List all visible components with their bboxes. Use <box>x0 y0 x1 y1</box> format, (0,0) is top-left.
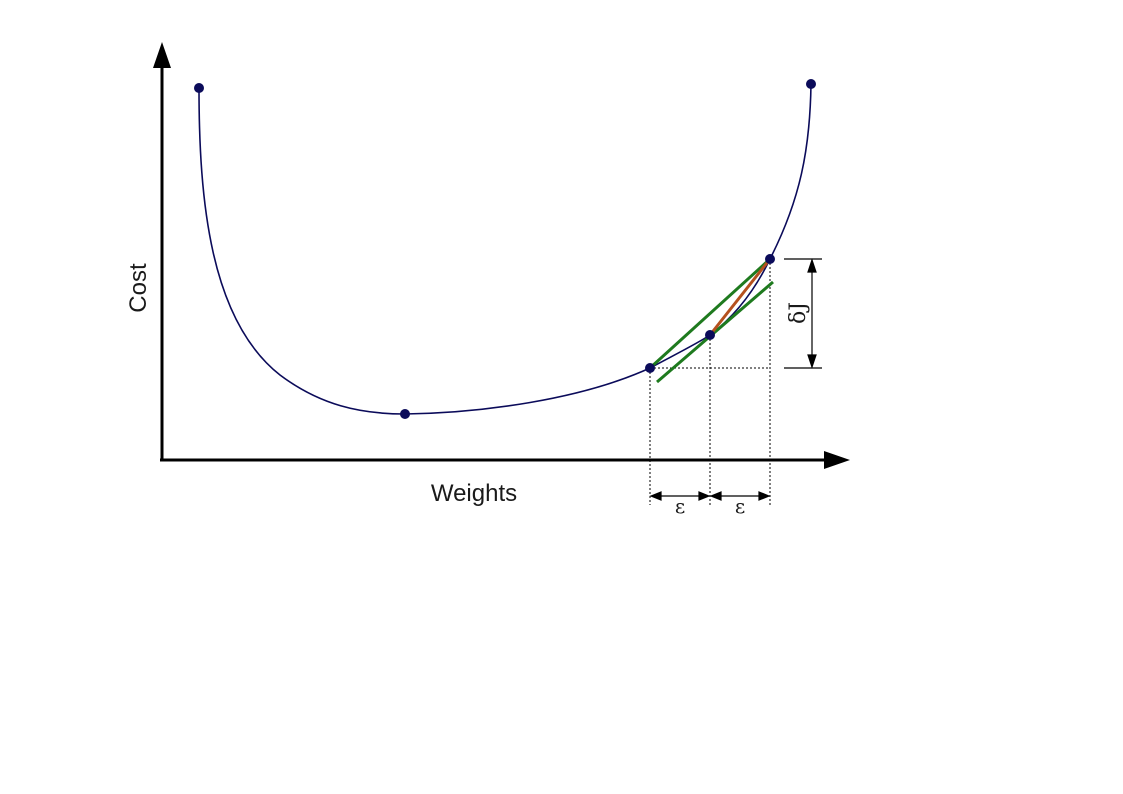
point-right-top <box>806 79 816 89</box>
delta-j-label: δJ <box>786 302 811 324</box>
cost-curve <box>198 83 812 415</box>
epsilon-dimensions <box>649 491 771 501</box>
epsilon-left-label: ε <box>675 494 685 518</box>
point-minimum <box>400 409 410 419</box>
point-plus-epsilon <box>765 254 775 264</box>
gradient-segment <box>708 258 772 336</box>
y-axis-label: Cost <box>125 263 152 313</box>
x-axis-label: Weights <box>431 480 517 507</box>
point-theta <box>705 330 715 340</box>
x-axis-arrowhead <box>824 451 850 469</box>
tangent-line <box>656 280 774 384</box>
y-axis-arrowhead <box>153 42 171 68</box>
point-minus-epsilon <box>645 363 655 373</box>
point-left-top <box>194 83 204 93</box>
dotted-guides <box>649 259 771 505</box>
secant-line <box>648 257 772 370</box>
delta-j-dimension <box>784 258 822 369</box>
curve-points <box>194 79 816 419</box>
epsilon-right-label: ε <box>735 494 745 518</box>
